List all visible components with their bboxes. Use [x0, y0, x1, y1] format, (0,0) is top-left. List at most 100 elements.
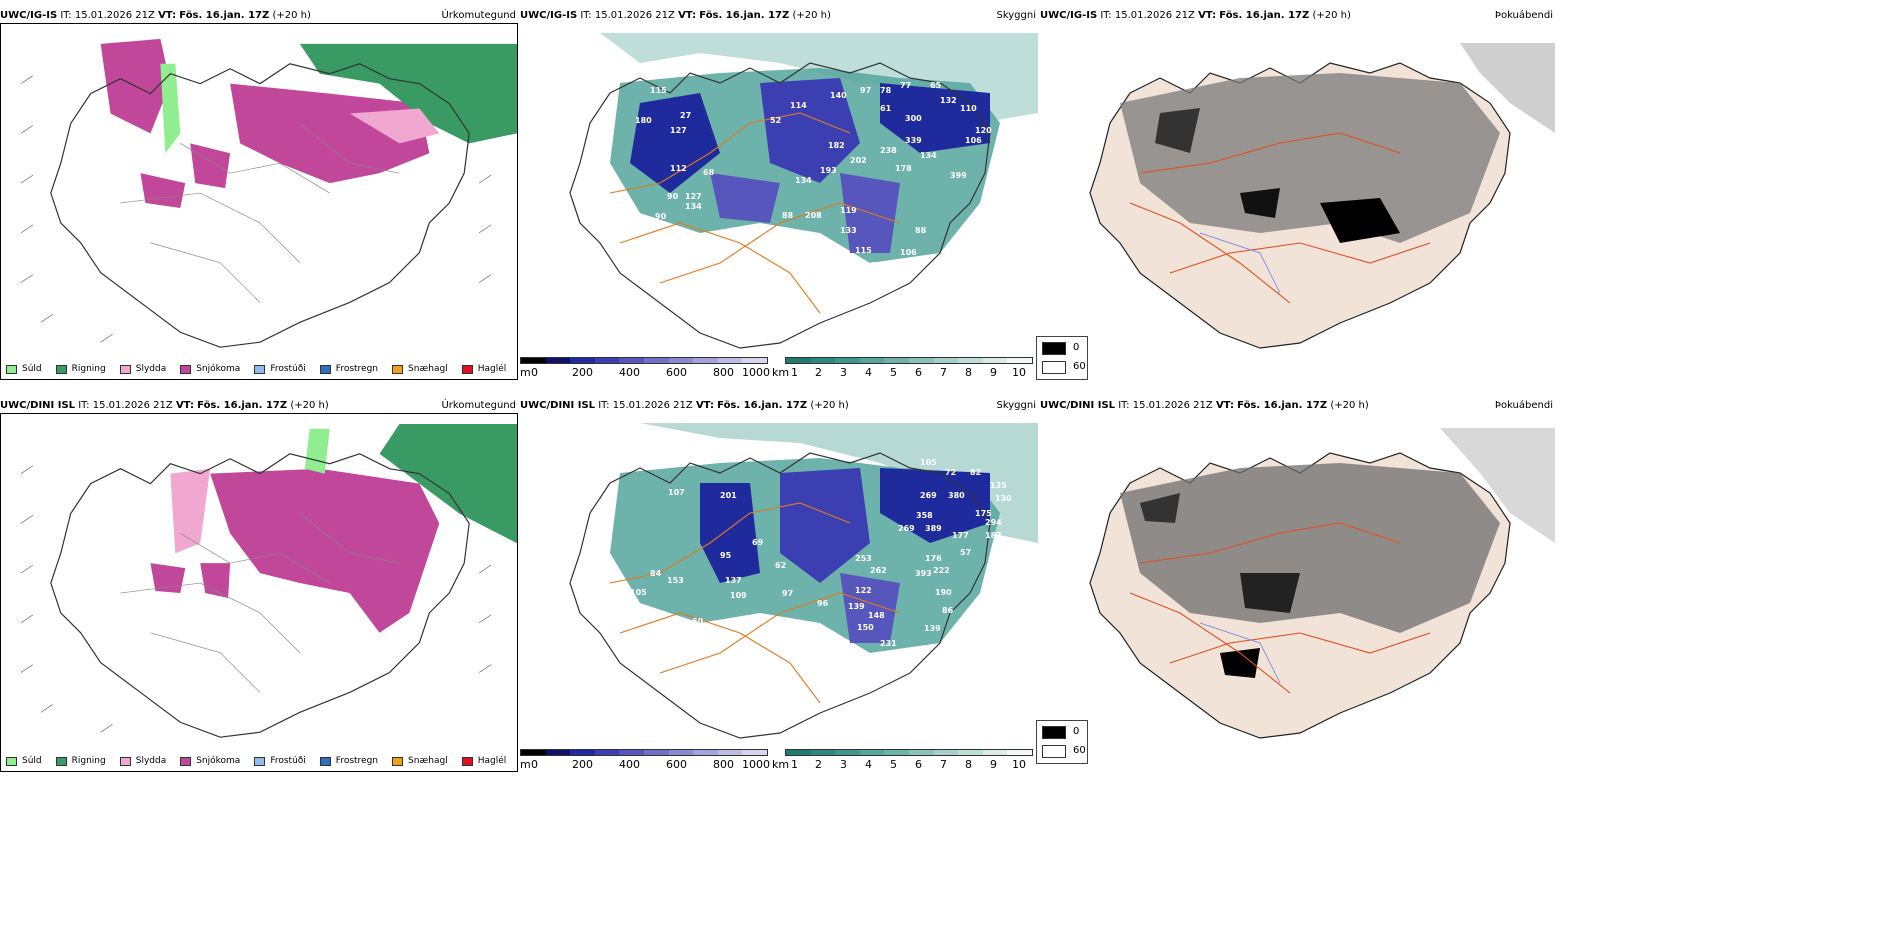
ceiling-label: 97: [860, 86, 871, 95]
ceiling-label: 294: [985, 518, 1002, 527]
panel-title: UWC/IG-IS IT: 15.01.2026 21Z VT: Fös. 16…: [0, 10, 311, 21]
ceiling-label: 253: [855, 554, 872, 563]
iceland-map-visibility: 115 27 180 127 52 114 140 77 65 97 78 61…: [569, 33, 1038, 349]
precip-type-legend: Súld Rigning Slydda Snjókoma Frostúði Fr…: [6, 756, 506, 766]
panel-precip-type-bottom: UWC/DINI ISL IT: 15.01.2026 21Z VT: Fös.…: [0, 400, 518, 772]
ceiling-label: 399: [950, 171, 967, 180]
legend-swatch: [180, 756, 192, 766]
precip-map[interactable]: [0, 413, 518, 772]
ceiling-label: 127: [685, 192, 702, 201]
ceiling-label: 120: [865, 261, 882, 270]
panel-title: UWC/DINI ISL IT: 15.01.2026 21Z VT: Fös.…: [1040, 400, 1369, 411]
visibility-tick: 9: [990, 758, 997, 771]
iceland-map-precip: [20, 38, 517, 348]
legend-swatch: [461, 364, 473, 374]
legend-item-snaehagl: Snæhagl: [392, 364, 448, 374]
ceiling-label: 68: [703, 168, 715, 177]
ceiling-label: 82: [970, 468, 981, 477]
legend-item-rigning: Rigning: [55, 364, 106, 374]
cloud-base-tick: 200: [572, 366, 593, 379]
cloud-base-tick: 600: [666, 366, 687, 379]
legend-item-snjokoma: Snjókoma: [180, 756, 240, 766]
fog-key-swatch: [1042, 342, 1066, 355]
field-label: Þokuábendi: [1494, 400, 1553, 411]
legend-swatch: [319, 756, 331, 766]
cloud-base-unit: m: [520, 758, 531, 771]
ceiling-label: 134: [795, 176, 812, 185]
visibility-map[interactable]: 105 135 72 82 130 269 380 294 175 358 18…: [520, 413, 1038, 743]
ceiling-label: 208: [805, 211, 822, 220]
visibility-tick: 8: [965, 366, 972, 379]
field-label: Úrkomutegund: [441, 10, 516, 21]
legend-item-slydda: Slydda: [119, 364, 166, 374]
fog-index-key: 0 60: [1036, 336, 1088, 380]
ceiling-label: 231: [880, 639, 897, 648]
ceiling-label: 69: [752, 538, 764, 547]
legend-swatch: [55, 364, 67, 374]
ceiling-label: 77: [900, 81, 911, 90]
ceiling-label: 65: [930, 81, 942, 90]
legend-item-slydda: Slydda: [119, 756, 166, 766]
legend-item-frostudi: Frostúði: [254, 364, 306, 374]
fog-map[interactable]: [1040, 23, 1555, 363]
panel-title: UWC/IG-IS IT: 15.01.2026 21Z VT: Fös. 16…: [520, 10, 831, 21]
legend-swatch: [180, 364, 192, 374]
ceiling-label: 119: [840, 206, 857, 215]
ceiling-label: 153: [667, 576, 684, 585]
ceiling-label: 107: [668, 488, 685, 497]
ceiling-label: 62: [775, 561, 786, 570]
ceiling-label: 122: [855, 586, 872, 595]
panel-precip-type-top: UWC/IG-IS IT: 15.01.2026 21Z VT: Fös. 16…: [0, 10, 518, 380]
ceiling-label: 105: [920, 458, 937, 467]
ceiling-label: 190: [935, 588, 952, 597]
legend-item-haglel: Haglél: [461, 364, 506, 374]
field-label: Úrkomutegund: [441, 400, 516, 411]
visibility-tick: 3: [840, 366, 847, 379]
ceiling-label: 182: [828, 141, 845, 150]
legend-swatch: [119, 364, 131, 374]
ceiling-label: 176: [925, 554, 942, 563]
legend-swatch: [6, 364, 17, 374]
ceiling-label: 358: [916, 511, 933, 520]
field-label: Skyggni: [996, 10, 1036, 21]
legend-item-sudl: Súld: [6, 756, 42, 766]
ceiling-label: 175: [975, 509, 992, 518]
visibility-map[interactable]: 115 27 180 127 52 114 140 77 65 97 78 61…: [520, 23, 1038, 353]
ceiling-label: 57: [960, 548, 971, 557]
ceiling-label: 177: [952, 531, 969, 540]
legend-item-frostudi: Frostúði: [254, 756, 306, 766]
ceiling-labels-top: 115 27 180 127 52 114 140 77 65 97 78 61…: [615, 81, 992, 270]
ceiling-label: 202: [850, 156, 867, 165]
visibility-tick: 5: [890, 758, 897, 771]
ceiling-label: 300: [905, 114, 922, 123]
legend-item-snjokoma: Snjókoma: [180, 364, 240, 374]
iceland-map-visibility: 105 135 72 82 130 269 380 294 175 358 18…: [569, 423, 1038, 739]
ceiling-label: 222: [933, 566, 950, 575]
visibility-colorbar: [785, 749, 1033, 756]
legend-item-frostregn: Frostregn: [319, 364, 378, 374]
legend-swatch: [392, 364, 404, 374]
cloud-base-tick: 800: [713, 366, 734, 379]
visibility-tick: 6: [915, 366, 922, 379]
cloud-base-colorbar: [520, 357, 768, 364]
ceiling-label: 187: [985, 531, 1002, 540]
legend-swatch: [55, 756, 67, 766]
legend-swatch: [254, 364, 266, 374]
fog-map[interactable]: [1040, 413, 1555, 753]
ceiling-label: 132: [940, 96, 957, 105]
ceiling-label: 72: [945, 468, 956, 477]
legend-swatch: [461, 756, 473, 766]
fog-key-swatch: [1042, 726, 1066, 739]
panel-fog-bottom: UWC/DINI ISL IT: 15.01.2026 21Z VT: Fös.…: [1040, 400, 1555, 772]
ceiling-label: 115: [650, 86, 667, 95]
ceiling-label: 90: [655, 212, 667, 221]
ceiling-label: 140: [830, 91, 847, 100]
precip-map[interactable]: [0, 23, 518, 380]
visibility-tick: 1: [791, 758, 798, 771]
ceiling-label: 180: [635, 116, 652, 125]
ceiling-label: 339: [905, 136, 922, 145]
panel-title: UWC/DINI ISL IT: 15.01.2026 21Z VT: Fös.…: [520, 400, 849, 411]
cloud-base-tick: 400: [619, 758, 640, 771]
ceiling-label: 88: [782, 211, 794, 220]
fog-key-swatch: [1042, 745, 1066, 758]
